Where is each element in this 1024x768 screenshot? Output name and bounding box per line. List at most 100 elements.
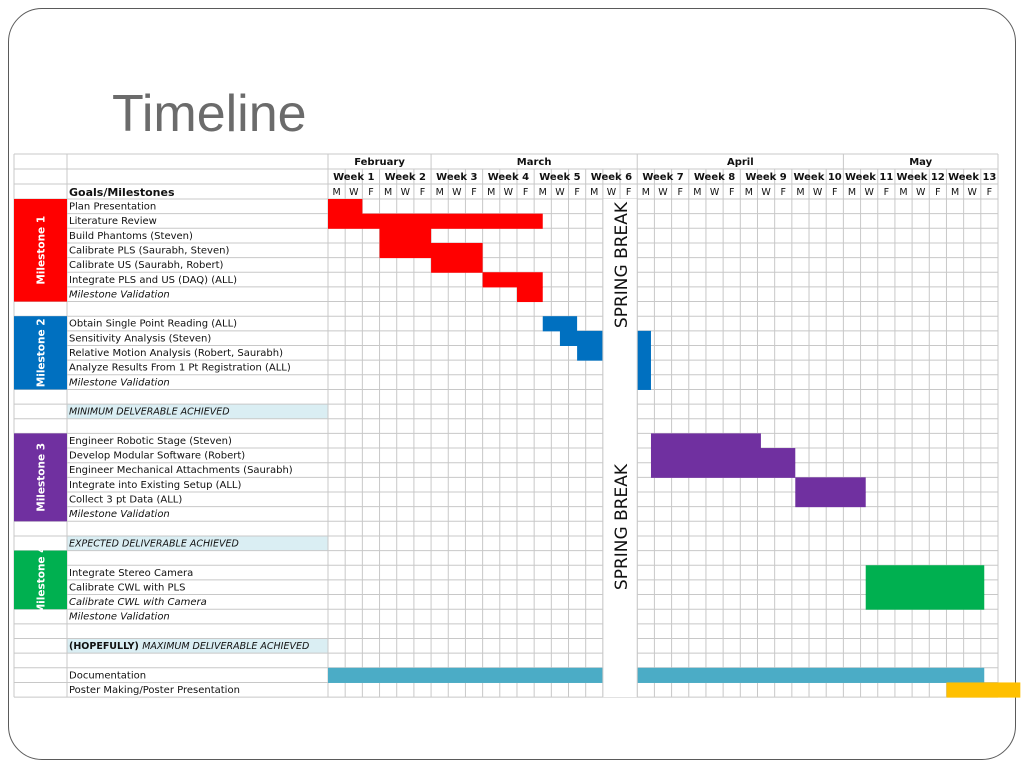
gantt-bar (650, 462, 796, 478)
task-label: Literature Review (69, 216, 157, 227)
week-label: Week 7 (642, 172, 683, 183)
week-label: Week 4 (488, 172, 529, 183)
day-label: F (523, 187, 528, 198)
week-label: Week 9 (745, 172, 786, 183)
day-label: F (729, 187, 734, 198)
month-label: February (354, 157, 405, 168)
day-label: M (436, 187, 444, 198)
milestone-label: Milestone 3 (36, 443, 48, 512)
day-label: W (504, 187, 514, 198)
milestone-label: Milestone 1 (36, 216, 48, 285)
gantt-bar (379, 242, 483, 259)
gantt-bar (328, 213, 543, 229)
task-label: Milestone Validation (69, 509, 170, 520)
task-label: Milestone Validation (69, 289, 170, 300)
task-label: Integrate PLS and US (DAQ) (ALL) (69, 275, 237, 286)
deliverable-label: EXPECTED DELIVERABLE ACHIEVED (69, 538, 239, 549)
task-label: Integrate Stereo Camera (69, 568, 193, 579)
day-label: W (813, 187, 823, 198)
day-label: F (368, 187, 373, 198)
milestone-label: Milestone 2 (36, 318, 48, 387)
day-label: W (761, 187, 771, 198)
week-label: Week 8 (694, 172, 735, 183)
gantt-bar (482, 272, 543, 288)
spring-break-column (602, 199, 638, 698)
gantt-bar (795, 477, 866, 493)
week-label: Week 2 (385, 172, 426, 183)
week-label: Week 5 (539, 172, 580, 183)
deliverable-band (67, 404, 328, 419)
day-label: M (487, 187, 495, 198)
day-label: M (899, 187, 907, 198)
gantt-bar (650, 448, 796, 464)
task-label: Documentation (69, 670, 146, 681)
task-label: Analyze Results From 1 Pt Registration (… (69, 363, 291, 374)
goals-header: Goals/Milestones (69, 186, 175, 199)
week-label: Week 1 (333, 172, 374, 183)
week-label: Week 13 (948, 172, 996, 183)
milestone-group-box (14, 550, 67, 610)
gantt-bar (865, 579, 985, 596)
day-label: M (745, 187, 753, 198)
task-label: Calibrate PLS (Saurabh, Steven) (69, 245, 229, 256)
day-label: M (951, 187, 959, 198)
task-label: Calibrate CWL with Camera (69, 597, 207, 608)
month-label: April (727, 157, 754, 168)
gantt-bar (650, 433, 761, 449)
day-label: M (590, 187, 598, 198)
day-label: F (987, 187, 992, 198)
task-label: Engineer Robotic Stage (Steven) (69, 436, 232, 447)
slide-frame (8, 8, 1016, 760)
task-label: Collect 3 pt Data (ALL) (69, 495, 182, 506)
week-label: Week 11 (845, 172, 893, 183)
day-label: W (607, 187, 617, 198)
month-label: May (909, 157, 932, 168)
task-label: Sensitivity Analysis (Steven) (69, 333, 211, 344)
day-label: F (884, 187, 889, 198)
week-label: Week 10 (793, 172, 841, 183)
task-label: Develop Modular Software (Robert) (69, 451, 245, 462)
day-label: F (677, 187, 682, 198)
deliverable-band (67, 638, 328, 654)
task-label: Relative Motion Analysis (Robert, Saurab… (69, 348, 283, 359)
week-label: Week 6 (591, 172, 632, 183)
day-label: M (642, 187, 650, 198)
task-label: Build Phantoms (Steven) (69, 231, 193, 242)
gantt-bar (946, 682, 1021, 698)
day-label: F (935, 187, 940, 198)
milestone-group-box (14, 199, 67, 302)
task-label: Engineer Mechanical Attachments (Saurabh… (69, 465, 293, 476)
day-label: W (658, 187, 668, 198)
day-label: M (848, 187, 856, 198)
task-label: Calibrate US (Saurabh, Robert) (69, 260, 223, 271)
milestone-group-box (14, 433, 67, 522)
day-label: W (864, 187, 874, 198)
week-label: Week 3 (436, 172, 477, 183)
day-label: W (916, 187, 926, 198)
task-label: Milestone Validation (69, 612, 170, 623)
gantt-bar (542, 316, 578, 332)
day-label: M (693, 187, 701, 198)
day-label: F (471, 187, 476, 198)
day-label: M (384, 187, 392, 198)
milestone-label: Milestone 4 (36, 545, 48, 614)
page-title: Timeline (112, 85, 307, 143)
day-label: M (796, 187, 804, 198)
task-label: Obtain Single Point Reading (ALL) (69, 319, 237, 330)
task-label: Poster Making/Poster Presentation (69, 685, 240, 696)
day-label: W (349, 187, 359, 198)
spring-break-label: SPRING BREAK (612, 463, 632, 590)
day-label: W (968, 187, 978, 198)
task-label: Plan Presentation (69, 202, 156, 213)
gantt-bar (328, 199, 363, 215)
task-label: Calibrate CWL with PLS (69, 582, 185, 593)
day-label: F (626, 187, 631, 198)
deliverable-label: MINIMUM DELVERABLE ACHIEVED (69, 407, 230, 418)
day-label: W (555, 187, 565, 198)
day-label: F (781, 187, 786, 198)
week-label: Week 12 (897, 172, 945, 183)
month-label: March (517, 157, 552, 168)
spring-break-label: SPRING BREAK (612, 201, 632, 328)
day-label: W (401, 187, 411, 198)
